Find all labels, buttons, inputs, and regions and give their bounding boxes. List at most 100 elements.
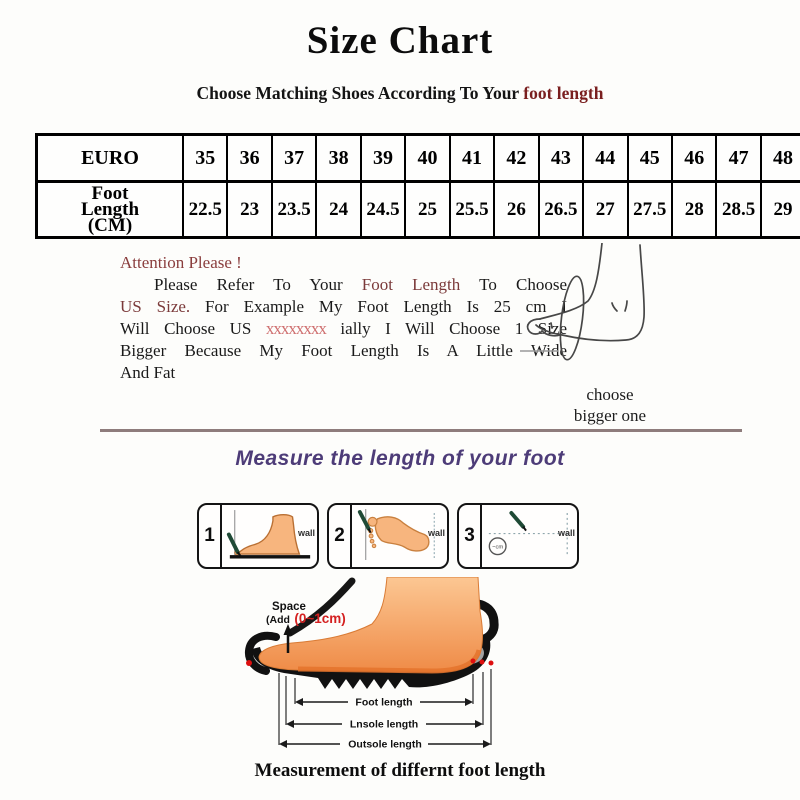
foot [258,577,484,673]
step-2-art: wall [352,505,447,567]
cm-circle [488,537,507,556]
attention-text-segment: US Size. [120,297,191,316]
euro-size-cell: 44 [582,133,629,183]
foot-measurement-diagram: Space (Add (0~1cm) Foot length [244,577,499,751]
table-row-foot-length: Foot Length (CM) 22.5 23 23.5 24 24.5 25 25.5 2… [35,180,800,239]
foot-length-cell: 25.5 [448,180,496,239]
outsole [252,635,491,689]
step-3-number: 3 [459,505,482,567]
subtitle: Choose Matching Shoes According To Your … [0,83,800,104]
measure-step-3: 3 ~cm wall [457,503,579,569]
euro-size-cell: 37 [270,133,318,183]
table-header-euro: EURO [35,133,184,183]
pen-icon [226,532,240,555]
svg-text:Outsole length: Outsole length [348,739,422,751]
wall-label-2: wall [427,528,445,538]
measure-step-1: 1 wall [197,503,319,569]
table-header-foot-length: Foot Length (CM) [35,180,184,239]
heel-dot [488,660,494,666]
measuring-loop [559,275,585,361]
euro-size-cell: 47 [715,133,762,183]
euro-size-cell: 41 [448,133,496,183]
attention-text-segment: To Choose [460,275,567,294]
page-title: Size Chart [306,19,494,62]
attention-text-segment: Foot Length [361,275,461,294]
step-3-illustration: ~cm [488,511,568,557]
euro-size-cell: 36 [226,133,273,183]
table-row-euro: EURO 35 36 37 38 39 40 41 42 43 44 45 46 47 48 [35,133,800,183]
outsole-length-arrow: Outsole length [279,739,491,751]
step-1-art: wall [222,505,317,567]
size-chart-table: EURO 35 36 37 38 39 40 41 42 43 44 45 46 47 48 Foot L… [35,133,800,239]
measure-step-2: 2 wall [327,503,449,569]
measure-steps: 1 wall 2 [197,503,579,569]
wall-label-1: wall [297,528,315,538]
foot-sketch-drawing [520,243,646,361]
euro-size-cell: 45 [626,133,673,183]
foot-length-cell: 28 [670,180,718,239]
attention-text-segment: ially I Will Choose 1 Size [325,319,568,338]
euro-size-cell: 42 [493,133,540,183]
attention-line: Will Choose US xxxxxxxx ially I Will Cho… [120,318,567,340]
attention-text-segment: Will Choose US [120,319,266,338]
foot-length-cell: 23.5 [270,180,318,239]
euro-size-cell: 35 [181,133,229,183]
heel-dot [479,659,485,665]
foot-length-cell: 23 [226,180,273,239]
measure-guides [278,669,492,745]
foot-length-cell: 24 [315,180,362,239]
foot-length-cell: 26 [493,180,540,239]
subtitle-text: Choose Matching Shoes According To Your [196,83,524,103]
attention-line: And Fat [120,362,567,384]
step-3-art: ~cm wall [482,505,577,567]
svg-text:Lnsole length: Lnsole length [350,719,418,731]
ground-line [229,555,311,559]
step-1-illustration [226,510,311,559]
foot-length-cell: 22.5 [181,180,229,239]
heel-dot [470,658,476,664]
attention-line: Please Refer To Your Foot Length To Choo… [120,274,567,296]
diagram-caption: Measurement of differnt foot length [254,760,546,781]
attention-paragraph: Please Refer To Your Foot Length To Choo… [120,274,567,384]
attention-text-segment: Please Refer To Your [154,275,362,294]
euro-size-cell: 38 [315,133,362,183]
attention-heading: Attention Please ! [120,253,242,272]
space-label: Space [272,601,306,613]
attention-line: Bigger Because My Foot Length Is A Littl… [120,340,567,362]
cm-circle-label: ~cm [492,545,503,551]
foot-length-cell: 27 [582,180,629,239]
pen-icon [357,510,371,531]
foot-length-arrow: Foot length [295,697,473,709]
footprint-sole-view [374,516,430,552]
foot-side-view [236,514,301,555]
attention-text-segment: And Fat [120,363,176,382]
foot-length-cell: 29 [759,180,800,239]
foot-length-cell: 27.5 [626,180,673,239]
foot-length-cell: 26.5 [537,180,585,239]
euro-size-cell: 39 [359,133,407,183]
subtitle-highlight: foot length [523,83,604,103]
step-1-number: 1 [199,505,222,567]
step-2-number: 2 [329,505,352,567]
euro-size-cell: 46 [670,133,718,183]
foot-length-cell: 24.5 [359,180,407,239]
euro-size-cell: 48 [759,133,800,183]
section-divider [100,429,742,432]
foot-length-cell: 25 [404,180,451,239]
attention-text-segment: For Example My Foot Length Is 25 cm I [190,297,567,316]
attention-block: Attention Please ! Please Refer To Your … [120,252,567,384]
svg-text:Foot length: Foot length [355,697,412,709]
euro-size-cell: 40 [404,133,451,183]
choose-bigger-note: choose bigger one [573,385,647,425]
measure-section-heading: Measure the length of your foot [235,447,565,470]
svg-text:(Add (0~1cm): (Add (0~1cm) [266,610,346,627]
attention-text-segment: xxxxxxxx [265,319,327,338]
toe-curl [244,631,280,675]
step-2-illustration [357,509,435,560]
wall-label-3: wall [557,528,575,538]
pen-icon [509,511,526,529]
foot-length-cell: 28.5 [715,180,762,239]
attention-line: US Size. For Example My Foot Length Is 2… [120,296,567,318]
instep-line [286,577,356,637]
